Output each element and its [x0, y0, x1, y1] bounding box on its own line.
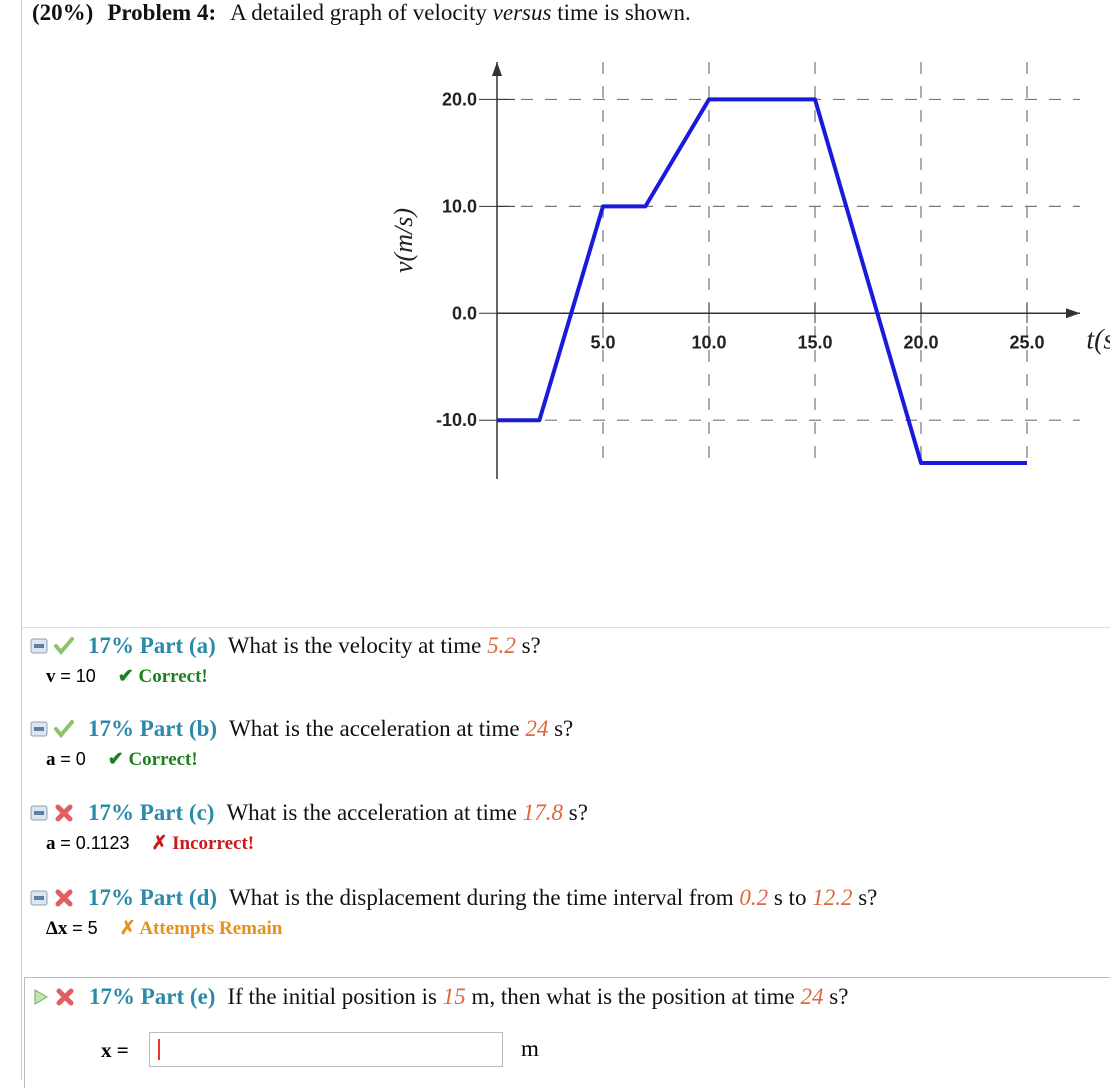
problem-text-italic: versus: [492, 0, 552, 25]
y-tick-label: 0.0: [452, 303, 477, 323]
question-text: s to: [768, 885, 813, 910]
answer-value: = 0.1123: [60, 833, 130, 853]
x-axis-label: t(s): [1086, 324, 1110, 355]
part: 17% Part (a) What is the velocity at time…: [30, 633, 541, 688]
question-text: s?: [515, 633, 541, 658]
part-icons[interactable]: [30, 886, 84, 910]
part-icons[interactable]: [30, 634, 84, 658]
highlight-value: 17.8: [522, 800, 564, 825]
part: 17% Part (b) What is the acceleration at …: [30, 716, 573, 771]
question-text: What is the acceleration at time: [229, 716, 526, 741]
highlight-value: 15: [442, 984, 466, 1009]
answer-line: a = 0 ✔ Correct!: [46, 748, 573, 771]
problem-number: Problem 4:: [107, 0, 217, 25]
answer-value: = 5: [72, 918, 98, 938]
y-tick-label: 20.0: [442, 89, 477, 109]
question-text: s?: [823, 984, 849, 1009]
part-title: 17% Part (b): [88, 716, 218, 741]
part: 17% Part (c) What is the acceleration at …: [30, 800, 588, 855]
part-icons[interactable]: [30, 717, 84, 741]
answer-variable: v: [46, 666, 56, 687]
highlight-value: 5.2: [487, 633, 516, 658]
answer-value: = 0: [60, 749, 86, 769]
x-tick-label: 20.0: [903, 332, 938, 352]
answer-line: Δx = 5 ✗ Attempts Remain: [46, 917, 877, 940]
x-tick-label: 10.0: [691, 332, 726, 352]
question-text: s?: [548, 716, 574, 741]
x-axis-arrow: [1066, 308, 1080, 319]
y-axis-arrow: [492, 62, 502, 76]
answer-variable: Δx: [46, 918, 68, 939]
answer-status: ✔ Correct!: [107, 749, 198, 770]
answer-line: v = 10 ✔ Correct!: [46, 665, 541, 688]
y-tick-label: -10.0: [436, 410, 477, 430]
highlight-value: 24: [525, 716, 549, 741]
velocity-line: [497, 97, 1027, 465]
x-tick-label: 5.0: [590, 332, 615, 352]
answer-status: ✔ Correct!: [117, 666, 208, 687]
question-text: s?: [563, 800, 588, 825]
answer-input[interactable]: [149, 1032, 503, 1067]
part-icons[interactable]: [31, 985, 85, 1009]
question-text: What is the acceleration at time: [226, 800, 523, 825]
highlight-value: 12.2: [812, 885, 853, 910]
unit-label: m: [521, 1036, 539, 1061]
part-title: 17% Part (d): [88, 885, 218, 910]
y-axis-label: v(m/s): [389, 208, 418, 273]
left-border: [21, 0, 22, 1080]
problem-text: time is shown.: [551, 0, 691, 25]
active-part: 17% Part (e) If the initial position is 1…: [24, 977, 1110, 1088]
part-title: 17% Part (c): [88, 800, 215, 825]
x-tick-label: 15.0: [797, 332, 832, 352]
highlight-value: 0.2: [739, 885, 769, 910]
question-text: m, then what is the position at time: [465, 984, 801, 1009]
part-icons[interactable]: [30, 801, 84, 825]
question-text: What is the velocity at time: [227, 633, 488, 658]
chart: 5.0 10.0 15.0 20.0 25.0 -10.0 0.0 10.0 20.0 t(s) v…: [389, 62, 1110, 479]
problem-header: (20%) Problem 4: A detailed graph of veloc…: [32, 0, 691, 26]
question-text: s?: [852, 885, 878, 910]
part: 17% Part (d) What is the displacement dur…: [30, 885, 877, 940]
x-tick-label: 25.0: [1009, 332, 1044, 352]
question-line: 17% Part (e) If the initial position is 1…: [31, 984, 848, 1010]
part-title: 17% Part (e): [89, 984, 216, 1009]
answer-line: a = 0.1123 ✗ Incorrect!: [46, 832, 588, 855]
question-line: 17% Part (b) What is the acceleration at …: [30, 716, 573, 742]
answer-status: ✗ Incorrect!: [151, 833, 255, 854]
y-tick-label: 10.0: [442, 196, 477, 216]
highlight-value: 24: [800, 984, 824, 1009]
question-line: 17% Part (a) What is the velocity at time…: [30, 633, 541, 659]
answer-variable: a: [46, 749, 56, 770]
part-title: 17% Part (a): [88, 633, 216, 658]
question-line: 17% Part (d) What is the displacement dur…: [30, 885, 877, 911]
answer-value: = 10: [60, 666, 96, 686]
question-line: 17% Part (c) What is the acceleration at …: [30, 800, 588, 826]
problem-weight: (20%): [32, 0, 94, 25]
separator: [22, 627, 1110, 628]
input-label: x =: [101, 1038, 129, 1062]
problem-text: A detailed graph of velocity: [230, 0, 493, 25]
question-text: If the initial position is: [227, 984, 443, 1009]
answer-variable: a: [46, 833, 56, 854]
question-text: What is the displacement during the time…: [229, 885, 740, 910]
answer-status: ✗ Attempts Remain: [119, 918, 283, 939]
